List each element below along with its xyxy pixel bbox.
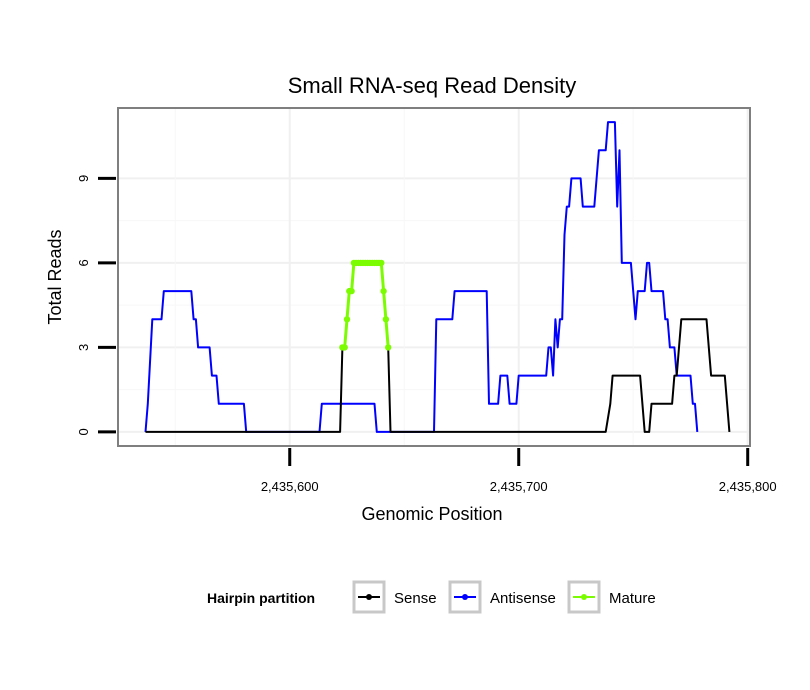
legend-label-sense: Sense (394, 590, 437, 607)
data-point-mature (385, 344, 392, 351)
data-point-mature (378, 259, 385, 267)
legend-label-mature: Mature (609, 590, 656, 607)
y-tick-label: 9 (76, 175, 91, 182)
grid (119, 109, 749, 445)
y-axis: 0 3 6 9 (76, 175, 116, 436)
x-tick-label: 2,435,600 (261, 479, 319, 494)
legend-label-antisense: Antisense (490, 590, 556, 607)
legend-key-dot (366, 594, 372, 600)
series-line-antisense (144, 121, 699, 433)
y-tick-label: 6 (76, 259, 91, 266)
x-axis: 2,435,600 2,435,700 2,435,800 (261, 448, 777, 494)
legend-key-dot (581, 594, 587, 600)
x-axis-title: Genomic Position (361, 504, 502, 524)
chart-title: Small RNA-seq Read Density (288, 73, 577, 98)
legend-title: Hairpin partition (207, 590, 315, 606)
data-point-mature (380, 287, 387, 295)
x-tick-label: 2,435,700 (490, 479, 548, 494)
y-tick-label: 3 (76, 344, 91, 351)
data-point-mature (348, 287, 355, 295)
data-point-mature (341, 344, 348, 351)
x-tick-label: 2,435,800 (719, 479, 777, 494)
legend-key-dot (462, 594, 468, 600)
legend: Hairpin partition Sense Antisense Mature (207, 580, 656, 614)
y-axis-title: Total Reads (45, 229, 65, 324)
data-point-mature (343, 316, 351, 323)
mature-markers (339, 259, 392, 351)
y-tick-label: 0 (76, 428, 91, 435)
data-point-mature (382, 316, 390, 323)
